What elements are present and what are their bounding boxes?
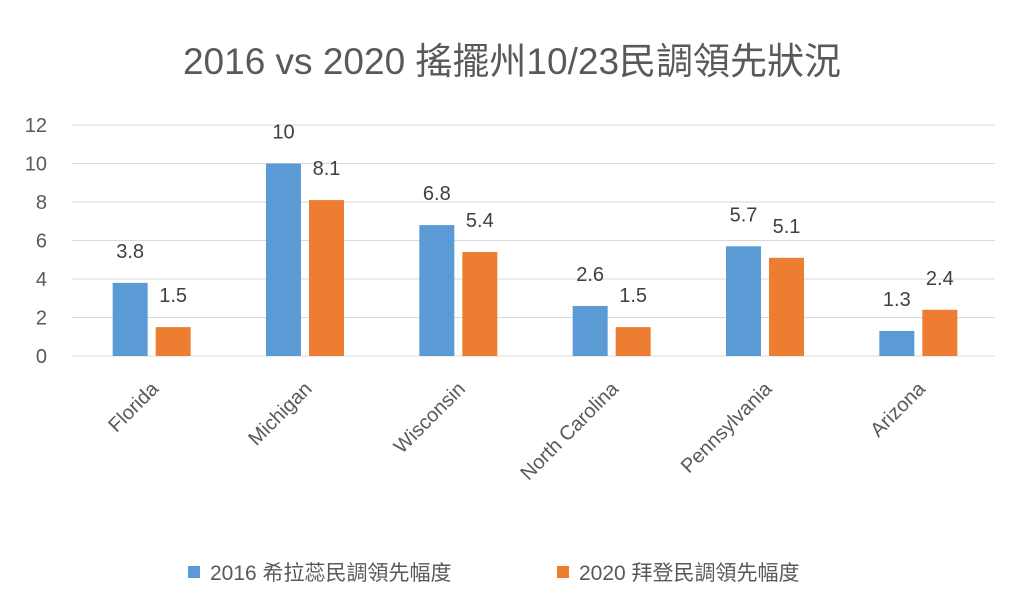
data-label-series-1-florida: 3.8	[116, 241, 144, 263]
data-label-series-2-michigan: 8.1	[313, 158, 341, 180]
y-tick-label-12: 12	[25, 115, 47, 137]
y-tick-label-10: 10	[25, 154, 47, 176]
y-tick-label-0: 0	[36, 346, 47, 368]
legend-swatch-series-2	[557, 566, 569, 578]
legend: 2016 希拉蕊民調領先幅度 2020 拜登民調領先幅度	[188, 562, 800, 585]
bar-series-1-pennsylvania	[726, 246, 761, 356]
legend-item-series-2: 2020 拜登民調領先幅度	[557, 562, 800, 585]
bar-series-2-florida	[155, 327, 191, 356]
bar-series-2-pennsylvania	[769, 257, 804, 356]
data-label-series-1-wisconsin: 6.8	[423, 183, 451, 205]
bar-series-1-wisconsin	[419, 225, 455, 356]
y-tick-label-8: 8	[36, 192, 47, 214]
bar-series-1-arizona	[879, 330, 915, 356]
y-tick-label-2: 2	[36, 308, 47, 330]
data-label-series-2-north-carolina: 1.5	[619, 285, 647, 307]
legend-swatch-series-1	[188, 566, 200, 578]
data-label-series-1-pennsylvania: 5.7	[730, 204, 758, 226]
data-label-series-2-pennsylvania: 5.1	[773, 216, 801, 238]
bar-series-2-arizona	[922, 309, 958, 356]
legend-item-series-1: 2016 希拉蕊民調領先幅度	[188, 562, 452, 585]
y-tick-label-6: 6	[36, 231, 47, 253]
data-label-series-2-florida: 1.5	[159, 285, 187, 307]
y-axis-tick-labels: 0 2 4 6 8 10 12	[25, 115, 47, 368]
legend-label-series-2: 2020 拜登民調領先幅度	[579, 562, 800, 585]
y-tick-label-4: 4	[36, 269, 47, 291]
bar-series-1-michigan	[266, 163, 301, 356]
chart-title: 2016 vs 2020 搖擺州10/23民調領先狀況	[183, 41, 841, 82]
data-labels: 3.8 1.5 10 8.1 6.8 5.4 2.6 1.5 5.7 5.1 1.3 2.4	[116, 122, 953, 311]
bar-series-1-florida	[112, 282, 148, 356]
data-label-series-1-michigan: 10	[272, 122, 294, 144]
legend-label-series-1: 2016 希拉蕊民調領先幅度	[210, 562, 452, 585]
bars	[112, 163, 958, 356]
data-label-series-2-wisconsin: 5.4	[466, 210, 494, 232]
data-label-series-2-arizona: 2.4	[926, 268, 954, 290]
bar-series-1-north-carolina	[572, 305, 608, 356]
bar-series-2-north-carolina	[615, 327, 651, 356]
data-label-series-1-arizona: 1.3	[883, 289, 911, 311]
data-label-series-1-north-carolina: 2.6	[576, 264, 604, 286]
gridlines	[72, 124, 995, 357]
bar-series-2-michigan	[309, 200, 344, 356]
bar-series-2-wisconsin	[462, 252, 498, 356]
